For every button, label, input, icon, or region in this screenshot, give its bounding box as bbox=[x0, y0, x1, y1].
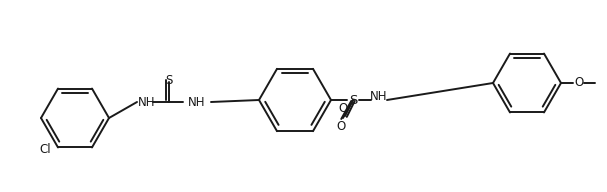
Text: O: O bbox=[336, 119, 345, 132]
Text: S: S bbox=[165, 74, 172, 87]
Text: NH: NH bbox=[370, 89, 388, 103]
Text: NH: NH bbox=[138, 95, 156, 108]
Text: O: O bbox=[338, 102, 348, 114]
Text: NH: NH bbox=[188, 95, 206, 108]
Text: O: O bbox=[574, 76, 583, 89]
Text: Cl: Cl bbox=[39, 143, 51, 156]
Text: S: S bbox=[349, 94, 357, 107]
